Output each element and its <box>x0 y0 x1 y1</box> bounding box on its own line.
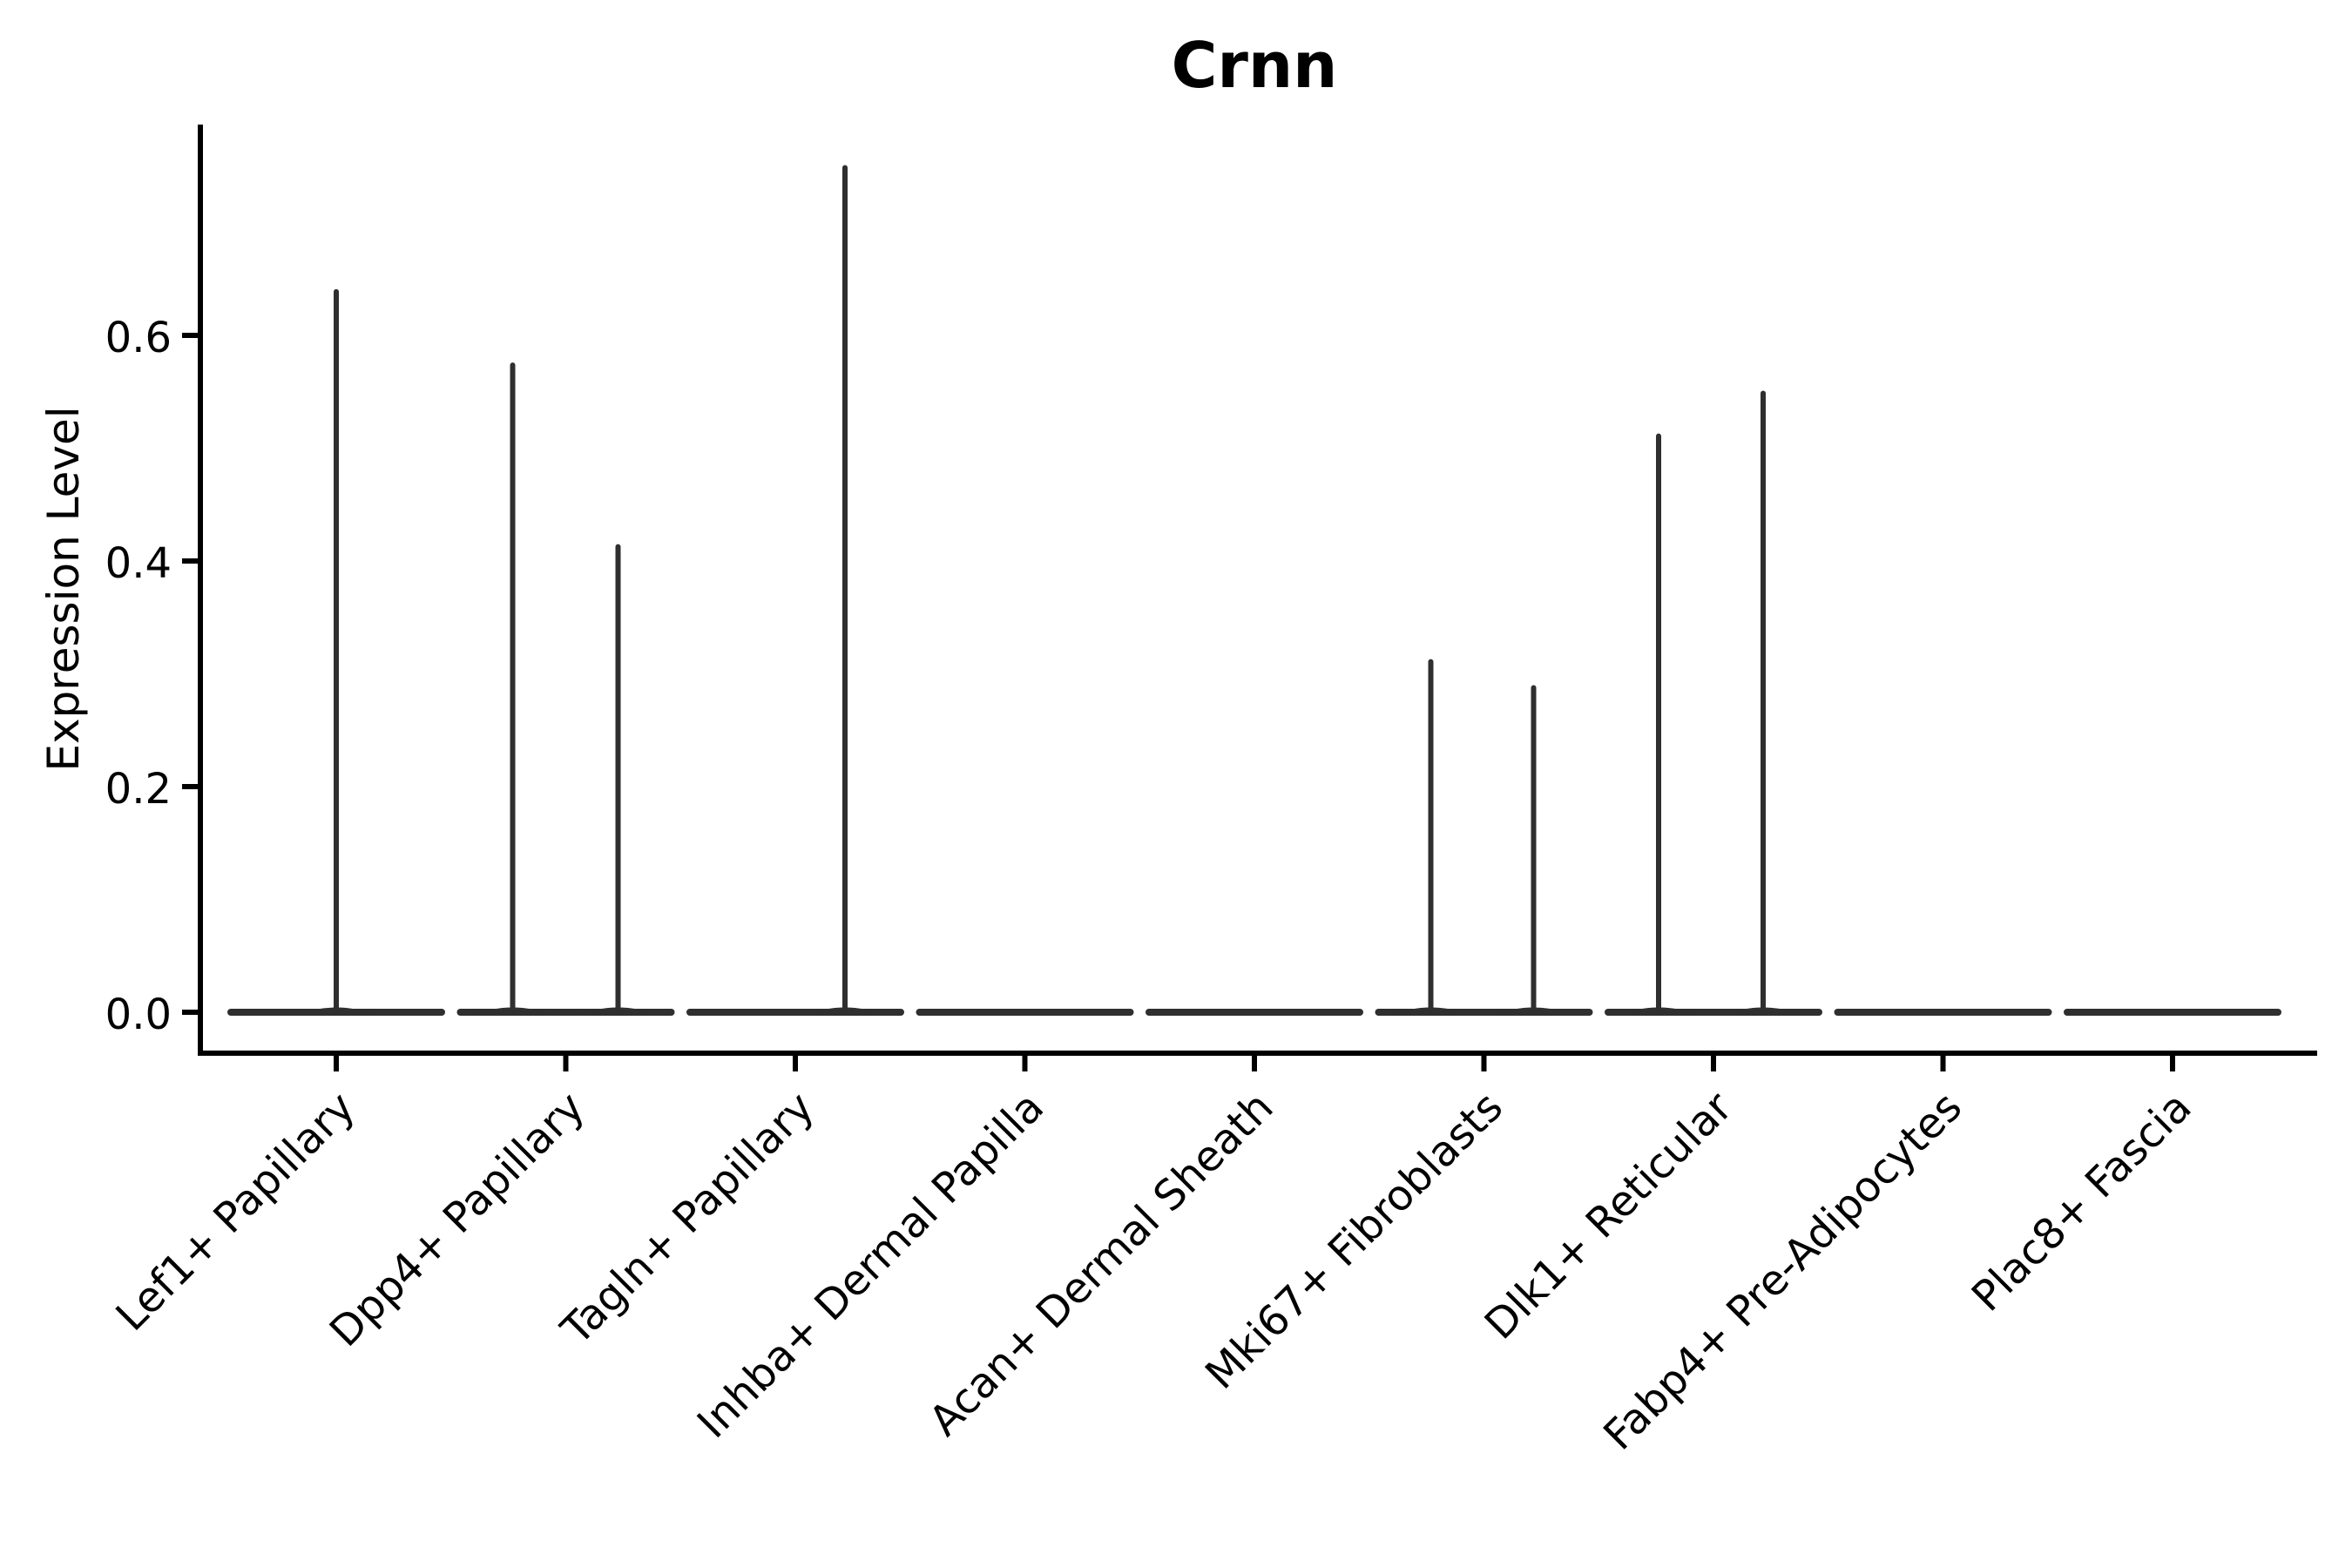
violin <box>1375 659 1593 1016</box>
violin <box>686 165 904 1016</box>
x-tick-label: Dlk1+ Reticular <box>1476 1083 1742 1349</box>
y-tick-label: 0.0 <box>105 990 172 1039</box>
x-tick-label: Lef1+ Papillary <box>107 1083 365 1341</box>
violin <box>456 362 675 1016</box>
y-tick-label: 0.2 <box>105 765 172 814</box>
y-tick-label: 0.6 <box>105 314 172 362</box>
violin <box>227 288 445 1016</box>
x-tick-label: Tagln+ Papillary <box>551 1083 823 1355</box>
chart-title: Crnn <box>1172 29 1338 102</box>
y-axis-label: Expression Level <box>38 406 89 771</box>
violins-layer <box>227 165 2281 1016</box>
x-tick-label: Dpp4+ Papillary <box>321 1083 594 1356</box>
violin <box>1605 390 1822 1016</box>
x-tick-label: Plac8+ Fascia <box>1963 1083 2201 1321</box>
y-tick-label: 0.4 <box>105 539 172 588</box>
